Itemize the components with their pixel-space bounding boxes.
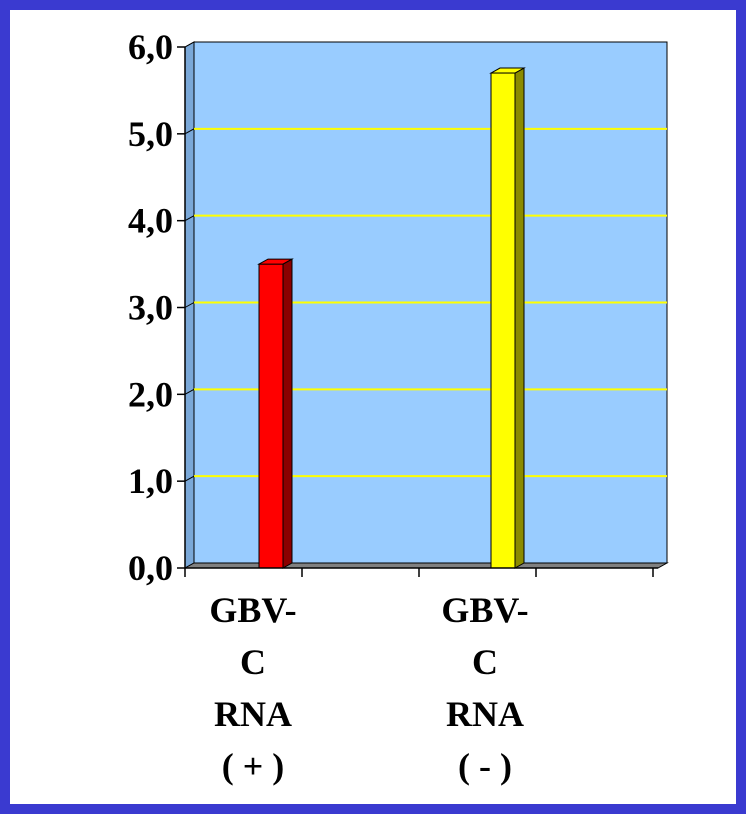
y-tick-label: 2,0 xyxy=(128,374,173,414)
y-tick-label: 5,0 xyxy=(128,114,173,154)
x-category-label-line: ( - ) xyxy=(458,746,512,786)
gridline-depth xyxy=(184,388,195,395)
bars xyxy=(257,67,526,569)
x-category-label-line: C xyxy=(472,642,498,682)
x-category-label: GBV- C RNA ( + ) xyxy=(209,590,296,786)
gridline-depth xyxy=(184,128,195,135)
bar xyxy=(490,72,516,569)
x-category-label: GBV- C RNA ( - ) xyxy=(441,590,528,786)
bar-top xyxy=(257,258,294,265)
x-category-labels: GBV- C RNA ( + ) GBV- C RNA ( - ) xyxy=(209,590,528,786)
gridline-depth xyxy=(184,475,195,482)
axes xyxy=(177,46,658,577)
y-tick-label: 3,0 xyxy=(128,288,173,328)
y-tick-label: 0,0 xyxy=(128,548,173,588)
x-category-label-line: RNA xyxy=(446,694,524,734)
y-tick-label: 1,0 xyxy=(128,461,173,501)
bar xyxy=(258,263,284,569)
plot-walls xyxy=(184,41,668,569)
bar-chart: 0,0 1,0 2,0 3,0 4,0 5,0 6,0 GBV- C RNA ( + ) GBV- C… xyxy=(128,27,669,786)
x-category-label-line: C xyxy=(240,642,266,682)
gridline-depth xyxy=(184,302,195,308)
x-category-label-line: GBV- xyxy=(209,590,296,630)
y-tick-labels: 0,0 1,0 2,0 3,0 4,0 5,0 6,0 xyxy=(128,27,173,588)
bar-top xyxy=(489,67,526,74)
slide-canvas: 0,0 1,0 2,0 3,0 4,0 5,0 6,0 GBV- C RNA ( + ) GBV- C… xyxy=(10,10,736,804)
bar-side xyxy=(514,67,525,569)
x-category-label-line: GBV- xyxy=(441,590,528,630)
gridline-depth xyxy=(184,215,195,222)
x-category-label-line: RNA xyxy=(214,694,292,734)
x-category-label-line: ( + ) xyxy=(222,746,285,786)
bar-side xyxy=(282,258,293,569)
y-tick-label: 6,0 xyxy=(128,27,173,67)
gridline-depth xyxy=(184,41,195,48)
y-tick-label: 4,0 xyxy=(128,201,173,241)
